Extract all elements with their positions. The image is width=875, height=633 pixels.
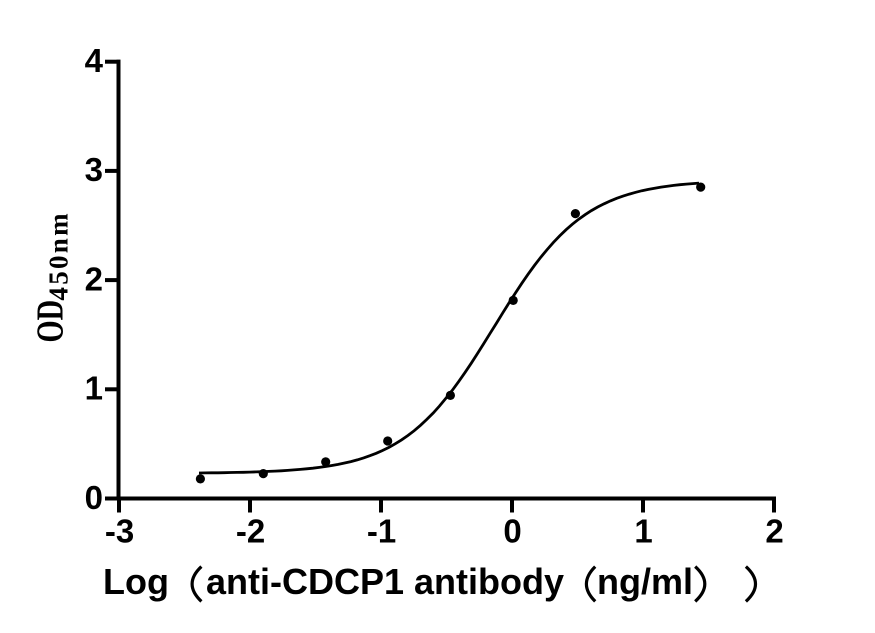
- svg-text:3: 3: [85, 151, 103, 188]
- svg-text:-2: -2: [236, 512, 265, 549]
- svg-text:1: 1: [85, 370, 103, 407]
- svg-text:-1: -1: [367, 512, 396, 549]
- svg-text:2: 2: [85, 260, 103, 297]
- svg-text:450nm: 450nm: [43, 211, 73, 301]
- svg-text:4: 4: [85, 42, 104, 79]
- svg-text:2: 2: [765, 512, 783, 549]
- svg-text:0: 0: [503, 512, 521, 549]
- svg-text:OD: OD: [30, 300, 72, 343]
- svg-text:1: 1: [634, 512, 652, 549]
- svg-text:-3: -3: [105, 512, 134, 549]
- svg-text:0: 0: [85, 479, 103, 516]
